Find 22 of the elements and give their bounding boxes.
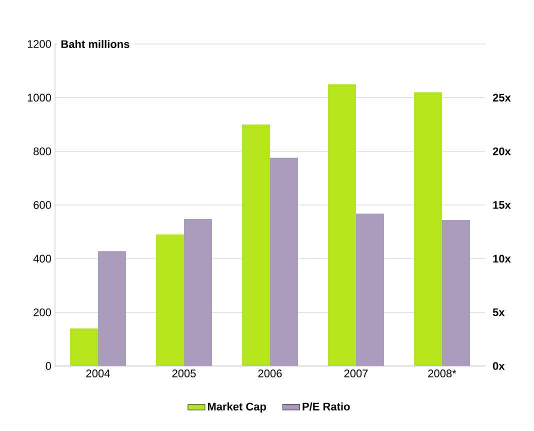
y-axis-title: Baht millions — [61, 40, 130, 48]
y2-tick-label: 0x — [492, 362, 505, 370]
y-tick-label: 0 — [46, 362, 52, 370]
y-tick-label: 1200 — [28, 40, 52, 48]
y2-tick-label: 5x — [492, 308, 505, 316]
y2-tick-label: 10x — [493, 254, 511, 263]
x-tick-label: 2008* — [428, 370, 456, 378]
x-tick-label: 2004 — [86, 370, 110, 378]
y-tick-label: 1000 — [28, 94, 52, 102]
y-tick-label: 600 — [34, 201, 52, 209]
y-tick-label: 400 — [33, 254, 52, 263]
y2-tick-label: 25x — [492, 94, 511, 102]
x-tick-label: 2007 — [344, 370, 368, 378]
y-tick-label: 200 — [34, 308, 52, 316]
x-tick-label: 2006 — [258, 370, 282, 378]
legend-label: Market Cap — [208, 402, 266, 413]
y2-tick-label: 20x — [492, 147, 511, 156]
y-tick-label: 800 — [34, 147, 52, 156]
legend-label: P/E Ratio — [302, 402, 350, 411]
bar — [98, 251, 126, 366]
x-tick-label: 2005 — [172, 370, 196, 378]
y2-tick-label: 15x — [493, 201, 511, 209]
